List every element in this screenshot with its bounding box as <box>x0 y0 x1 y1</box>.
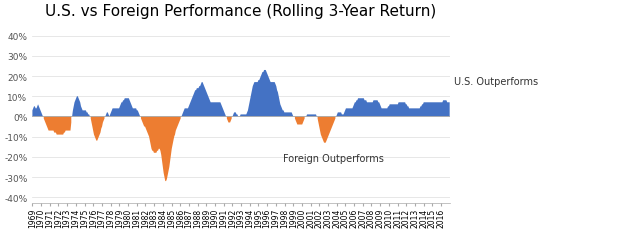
Title: U.S. vs Foreign Performance (Rolling 3-Year Return): U.S. vs Foreign Performance (Rolling 3-Y… <box>46 4 437 19</box>
Text: U.S. Outperforms: U.S. Outperforms <box>454 77 538 87</box>
Text: Foreign Outperforms: Foreign Outperforms <box>283 154 384 164</box>
